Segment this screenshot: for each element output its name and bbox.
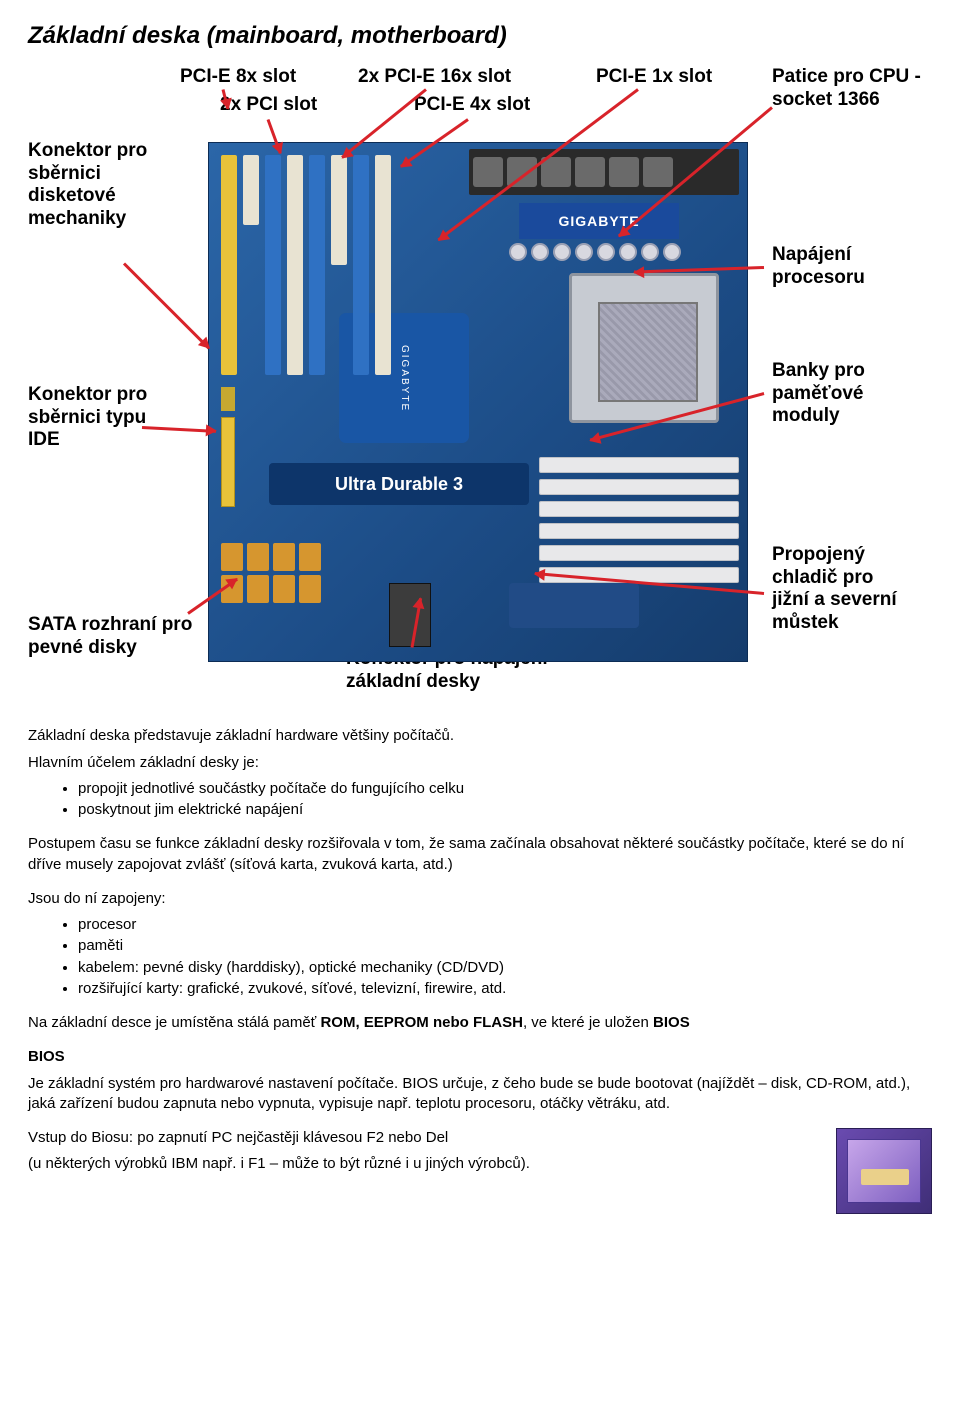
list-item: poskytnout jim elektrické napájení bbox=[78, 800, 932, 820]
connected-lead: Jsou do ní zapojeny: bbox=[28, 889, 932, 909]
bios-entry-line1: Vstup do Biosu: po zapnutí PC nejčastěji… bbox=[28, 1128, 932, 1148]
bold-text: BIOS bbox=[653, 1014, 690, 1031]
purpose-list: propojit jednotlivé součástky počítače d… bbox=[78, 779, 932, 821]
list-item: propojit jednotlivé součástky počítače d… bbox=[78, 779, 932, 799]
bios-heading: BIOS bbox=[28, 1047, 932, 1067]
ultra-durable-label: Ultra Durable 3 bbox=[269, 463, 529, 505]
label-pcie8x: PCI-E 8x slot bbox=[180, 66, 296, 88]
bold-text: ROM, EEPROM nebo FLASH bbox=[320, 1014, 523, 1031]
intro-paragraph: Základní deska představuje základní hard… bbox=[28, 726, 932, 746]
body-text: Základní deska představuje základní hard… bbox=[28, 726, 932, 1214]
brand-label: GIGABYTE bbox=[519, 203, 679, 239]
label-pcie1x: PCI-E 1x slot bbox=[596, 66, 712, 88]
vrm-area bbox=[509, 243, 719, 267]
bios-paragraph: Je základní systém pro hardwarové nastav… bbox=[28, 1074, 932, 1115]
bios-chip-image bbox=[836, 1128, 932, 1214]
southbridge bbox=[509, 583, 639, 628]
history-paragraph: Postupem času se funkce základní desky r… bbox=[28, 834, 932, 875]
label-bridge: Propojený chladič pro jižní a severní mů… bbox=[772, 544, 912, 634]
list-item: paměti bbox=[78, 936, 932, 956]
arrow-icon bbox=[123, 263, 210, 350]
text: Na základní desce je umístěna stálá pamě… bbox=[28, 1014, 320, 1031]
io-shield bbox=[469, 149, 739, 195]
sata-ports bbox=[221, 543, 341, 653]
text: , ve které je uložen bbox=[523, 1014, 653, 1031]
arrow-icon bbox=[222, 90, 230, 110]
label-sata: SATA rozhraní pro pevné disky bbox=[28, 614, 238, 659]
label-pcie16x: 2x PCI-E 16x slot bbox=[358, 66, 511, 88]
motherboard-diagram: PCI-E 8x slot 2x PCI-E 16x slot PCI-E 1x… bbox=[28, 66, 932, 706]
connected-list: procesor paměti kabelem: pevné disky (ha… bbox=[78, 915, 932, 999]
fdd-connector bbox=[221, 387, 235, 411]
page-title: Základní deska (mainboard, motherboard) bbox=[28, 20, 932, 52]
pci-slots bbox=[221, 155, 461, 385]
cpu-socket bbox=[569, 273, 719, 423]
label-pcie4x: PCI-E 4x slot bbox=[414, 94, 530, 116]
label-ide: Konektor pro sběrnici typu IDE bbox=[28, 384, 148, 451]
bios-entry-line2: (u některých výrobků IBM např. i F1 – mů… bbox=[28, 1154, 932, 1174]
arrow-icon bbox=[142, 426, 216, 433]
list-item: kabelem: pevné disky (harddisky), optick… bbox=[78, 958, 932, 978]
purpose-lead: Hlavním účelem základní desky je: bbox=[28, 753, 932, 773]
label-fdd: Konektor pro sběrnici disketové mechanik… bbox=[28, 140, 158, 230]
rom-paragraph: Na základní desce je umístěna stálá pamě… bbox=[28, 1013, 932, 1033]
list-item: procesor bbox=[78, 915, 932, 935]
label-dimm: Banky pro paměťové moduly bbox=[772, 360, 912, 427]
ide-connector bbox=[221, 417, 235, 507]
atx-power bbox=[389, 583, 431, 647]
label-pci2x: 2x PCI slot bbox=[220, 94, 317, 116]
list-item: rozšiřující karty: grafické, zvukové, sí… bbox=[78, 979, 932, 999]
label-vrm: Napájení procesoru bbox=[772, 244, 912, 289]
label-cpu-socket: Patice pro CPU - socket 1366 bbox=[772, 66, 922, 111]
